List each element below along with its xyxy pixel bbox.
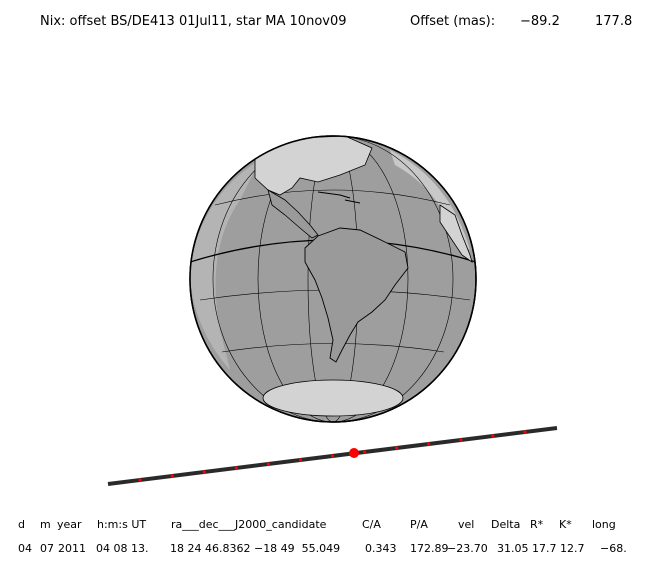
value-rstar: 17.7	[532, 542, 557, 555]
col-header-time: h:m:s UT	[97, 518, 147, 531]
track-mark	[170, 474, 174, 478]
target-position-dot	[349, 448, 359, 458]
limb-shade-left	[190, 160, 260, 370]
track-mark	[298, 458, 303, 462]
track-mark	[234, 466, 238, 470]
col-header-kstar: K*	[559, 518, 572, 531]
offset-x-value: −89.2	[520, 14, 560, 29]
track-mark	[202, 470, 206, 474]
col-header-long: long	[592, 518, 616, 531]
value-long: −68.	[600, 542, 627, 555]
central-america	[267, 189, 319, 239]
meridian	[212, 136, 454, 422]
col-header-vel: vel	[458, 518, 475, 531]
value-time: 04 08 13.	[96, 542, 149, 555]
track-mark	[459, 438, 463, 442]
plot-title: Nix: offset BS/DE413 01Jul11, star MA 10…	[40, 14, 347, 29]
track-mark	[362, 450, 367, 454]
south-america	[304, 227, 409, 363]
offset-label: Offset (mas):	[410, 14, 496, 29]
track-mark	[491, 434, 495, 438]
value-year: 2011	[58, 542, 86, 555]
parallel	[214, 189, 451, 206]
value-radec: 18 24 46.8362 −18 49 55.049	[170, 542, 341, 555]
track-mark	[266, 462, 270, 466]
track-mark	[427, 442, 431, 446]
value-ca: 0.343	[365, 542, 397, 555]
value-delta: 31.05	[497, 542, 529, 555]
track-mark	[523, 430, 527, 434]
track-mark	[138, 478, 142, 482]
track-mark	[395, 446, 399, 450]
col-header-day: d	[18, 518, 25, 531]
africa-edge	[439, 204, 473, 263]
col-header-month: m	[40, 518, 51, 531]
col-header-rstar: R*	[530, 518, 544, 531]
caribbean	[317, 191, 361, 204]
value-kstar: 12.7	[560, 542, 585, 555]
value-vel: −23.70	[447, 542, 488, 555]
col-header-delta: Delta	[491, 518, 521, 531]
globe-outline	[189, 135, 477, 423]
col-header-pa: P/A	[410, 518, 428, 531]
meridian	[257, 136, 409, 422]
col-header-year: year	[57, 518, 82, 531]
antarctica	[262, 379, 404, 417]
value-pa: 172.89	[410, 542, 449, 555]
value-day: 04	[18, 542, 32, 555]
col-header-ca: C/A	[362, 518, 381, 531]
offset-y-value: 177.8	[595, 14, 633, 29]
track-marks	[138, 430, 527, 482]
col-header-radec: ra___dec___J2000_candidate	[171, 518, 327, 531]
value-month: 07	[40, 542, 54, 555]
track-mark	[330, 454, 335, 458]
